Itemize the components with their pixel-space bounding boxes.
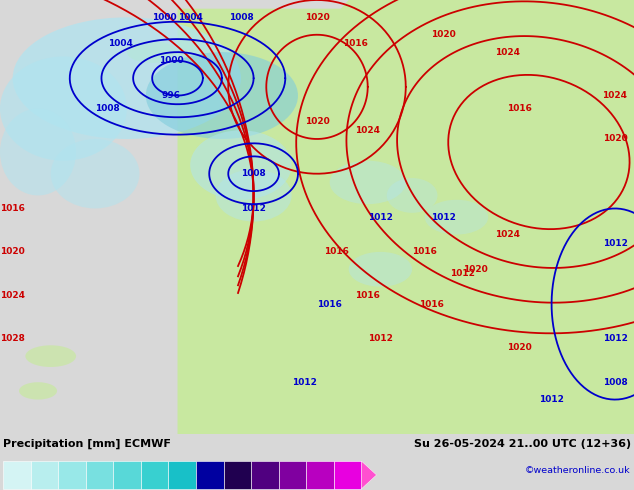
Text: 1012: 1012 (602, 334, 628, 343)
Bar (3, 461, 30, 489)
Text: 1024: 1024 (495, 48, 520, 57)
Text: 1016: 1016 (418, 299, 444, 309)
Text: 1012: 1012 (450, 269, 476, 278)
Text: 1016: 1016 (323, 247, 349, 256)
Polygon shape (184, 78, 235, 122)
Ellipse shape (387, 178, 437, 213)
Text: 1024: 1024 (0, 291, 25, 300)
Text: 1004: 1004 (108, 39, 133, 48)
Bar (113, 461, 141, 489)
Bar (224, 461, 251, 489)
Ellipse shape (190, 130, 292, 200)
Text: 1000: 1000 (153, 13, 177, 22)
Bar (141, 461, 169, 489)
Text: 1020: 1020 (0, 247, 25, 256)
Ellipse shape (19, 382, 57, 399)
Text: 1016: 1016 (412, 247, 437, 256)
Polygon shape (254, 22, 330, 87)
Polygon shape (178, 9, 349, 217)
Text: ©weatheronline.co.uk: ©weatheronline.co.uk (525, 466, 631, 475)
Text: 1020: 1020 (602, 134, 628, 144)
Text: 1020: 1020 (463, 265, 488, 274)
Text: 1028: 1028 (0, 334, 25, 343)
Text: 1020: 1020 (304, 13, 330, 22)
Text: 1008: 1008 (228, 13, 254, 22)
Text: Su 26-05-2024 21..00 UTC (12+36): Su 26-05-2024 21..00 UTC (12+36) (414, 439, 631, 449)
Text: 1012: 1012 (431, 213, 456, 221)
Ellipse shape (0, 56, 127, 161)
Text: 1020: 1020 (507, 343, 533, 352)
Text: 1016: 1016 (342, 39, 368, 48)
Ellipse shape (425, 200, 488, 235)
Bar (251, 461, 279, 489)
Bar (169, 461, 196, 489)
Ellipse shape (51, 139, 139, 208)
Bar (58, 461, 86, 489)
Bar (279, 461, 306, 489)
Ellipse shape (216, 170, 292, 221)
Text: 1016: 1016 (355, 291, 380, 300)
Text: 1024: 1024 (602, 91, 628, 100)
Bar (30, 461, 58, 489)
Text: 1012: 1012 (292, 378, 317, 387)
Text: 1008: 1008 (241, 169, 266, 178)
Text: 1024: 1024 (495, 230, 520, 239)
Text: 1012: 1012 (539, 395, 564, 404)
Text: 1012: 1012 (602, 239, 628, 248)
Text: 996: 996 (162, 91, 181, 100)
Text: Precipitation [mm] ECMWF: Precipitation [mm] ECMWF (3, 439, 171, 449)
Ellipse shape (349, 252, 412, 287)
Bar (196, 461, 224, 489)
Polygon shape (361, 461, 377, 489)
Text: 1016: 1016 (507, 104, 533, 113)
Bar (306, 461, 334, 489)
Ellipse shape (0, 109, 76, 196)
Text: 1004: 1004 (178, 13, 203, 22)
Text: 1020: 1020 (304, 117, 330, 126)
Text: 1012: 1012 (368, 213, 393, 221)
Bar (334, 461, 361, 489)
Text: 1012: 1012 (368, 334, 393, 343)
Text: 1008: 1008 (602, 378, 628, 387)
Ellipse shape (127, 41, 178, 63)
Ellipse shape (13, 17, 241, 139)
Ellipse shape (330, 161, 406, 204)
Text: 1012: 1012 (241, 204, 266, 213)
Text: 1016: 1016 (0, 204, 25, 213)
Ellipse shape (25, 345, 76, 367)
Bar (86, 461, 113, 489)
Text: 1020: 1020 (431, 30, 456, 39)
Text: 1008: 1008 (95, 104, 120, 113)
Ellipse shape (146, 52, 298, 139)
Text: 1000: 1000 (159, 56, 183, 65)
Text: 1016: 1016 (317, 299, 342, 309)
Polygon shape (178, 0, 634, 434)
Text: 1024: 1024 (355, 126, 380, 135)
